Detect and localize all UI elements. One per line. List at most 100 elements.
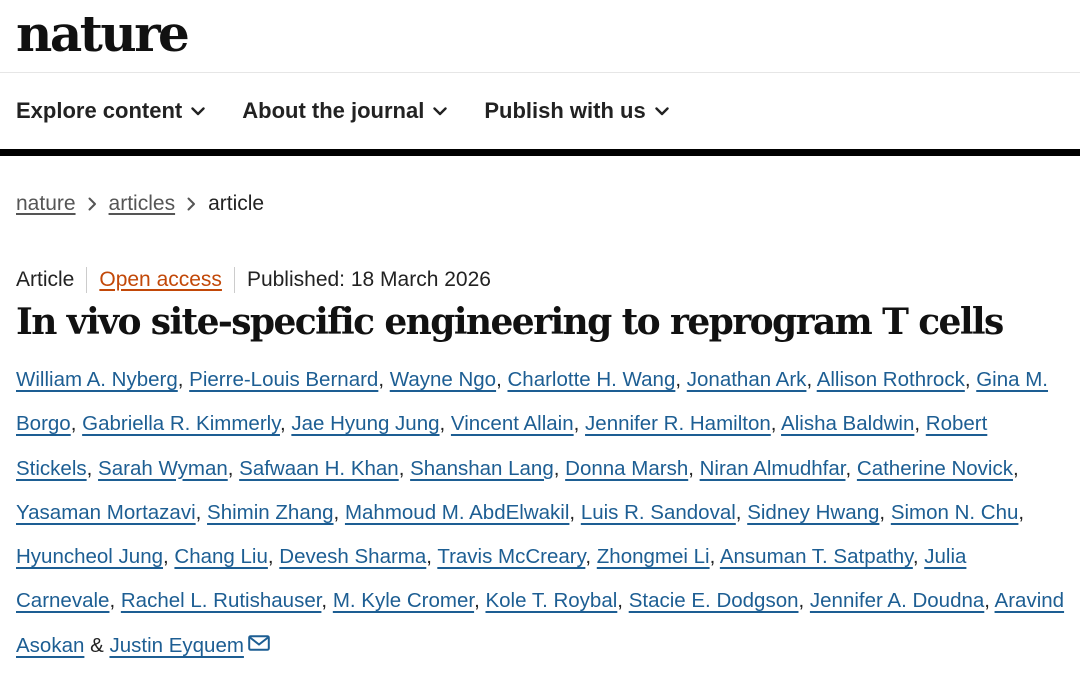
author-link[interactable]: Alisha Baldwin (781, 412, 915, 436)
author-separator: , (109, 589, 121, 613)
author-separator: , (426, 545, 438, 569)
author-separator: , (195, 500, 208, 524)
author-link[interactable]: William A. Nyberg (16, 368, 178, 391)
author-link[interactable]: Jennifer R. Hamilton (585, 412, 771, 436)
author-separator: , (735, 500, 748, 524)
nature-logo[interactable]: nature (16, 4, 190, 63)
author-link[interactable]: Travis McCreary (437, 545, 586, 569)
author-separator: , (279, 412, 292, 436)
article-meta: Article Open access Published: 18 March … (0, 266, 1080, 294)
author-link[interactable]: Charlotte H. Wang (507, 368, 676, 391)
main-nav: Explore content About the journal Publis… (0, 73, 1080, 156)
author-link[interactable]: Sidney Hwang (747, 500, 880, 524)
chevron-down-icon (191, 106, 205, 115)
author-separator: , (1018, 500, 1025, 524)
author-link[interactable]: Zhongmei Li (596, 545, 710, 569)
mail-icon[interactable] (248, 634, 270, 651)
author-link[interactable]: M. Kyle Cromer (332, 589, 475, 613)
author-separator: , (86, 456, 99, 480)
author-separator: , (675, 368, 687, 391)
breadcrumb-current: article (208, 192, 265, 215)
author-link[interactable]: Jennifer A. Doudna (809, 589, 985, 613)
nav-publish-with-us[interactable]: Publish with us (484, 98, 669, 124)
author-separator: , (573, 412, 586, 436)
author-separator: , (879, 500, 891, 524)
author-link[interactable]: Luis R. Sandoval (580, 500, 736, 524)
author-separator: , (798, 589, 810, 613)
author-separator: , (70, 412, 83, 436)
breadcrumb-link-nature[interactable]: nature (16, 192, 76, 215)
author-separator: , (984, 589, 995, 613)
author-link[interactable]: Shanshan Lang (410, 456, 554, 480)
author-separator: , (267, 545, 280, 569)
author-link[interactable]: Ansuman T. Satpathy (719, 545, 913, 569)
author-link[interactable]: Chang Liu (174, 545, 268, 569)
author-link[interactable]: Gabriella R. Kimmerly (82, 412, 280, 436)
author-list: William A. Nyberg, Pierre-Louis Bernard,… (16, 358, 1066, 668)
author-separator: , (474, 589, 486, 613)
author-link[interactable]: Safwaan H. Khan (239, 456, 399, 480)
author-link[interactable]: Wayne Ngo (389, 368, 497, 391)
author-separator: , (321, 589, 333, 613)
author-link[interactable]: Mahmoud M. AbdElwakil (344, 500, 570, 524)
nav-explore-content[interactable]: Explore content (16, 98, 205, 124)
author-link[interactable]: Catherine Novick (856, 456, 1013, 480)
author-link[interactable]: Kole T. Roybal (485, 589, 618, 613)
author-separator: , (553, 456, 566, 480)
chevron-down-icon (433, 106, 448, 115)
author-link[interactable]: Rachel L. Rutishauser (120, 589, 322, 613)
article-title: In vivo site-specific engineering to rep… (16, 301, 1004, 343)
chevron-right-icon (187, 197, 196, 211)
author-link[interactable]: Hyuncheol Jung (16, 545, 164, 569)
nav-about-journal[interactable]: About the journal (242, 98, 448, 124)
author-separator: , (585, 545, 597, 569)
published-date: Published: 18 March 2026 (246, 268, 491, 291)
author-separator: , (177, 368, 190, 391)
author-separator: , (163, 545, 175, 569)
author-link[interactable]: Stacie E. Dodgson (628, 589, 799, 613)
site-header: nature Explore content About the journal… (0, 0, 1080, 156)
author-link[interactable]: Vincent Allain (450, 412, 574, 436)
author-link[interactable]: Allison Rothrock (816, 368, 965, 391)
author-separator: , (688, 456, 700, 480)
author-link[interactable]: Yasaman Mortazavi (16, 500, 196, 524)
author-link[interactable]: Julia Carnevale (16, 545, 967, 613)
author-separator: , (806, 368, 817, 391)
author-link[interactable]: Devesh Sharma (279, 545, 427, 569)
meta-divider (233, 267, 235, 293)
author-link[interactable]: Pierre-Louis Bernard (189, 368, 379, 391)
author-separator: , (845, 456, 857, 480)
author-link[interactable]: Justin Eyquem (109, 633, 244, 657)
author-separator: , (496, 368, 508, 391)
chevron-right-icon (88, 197, 96, 211)
chevron-down-icon (654, 106, 669, 115)
author-separator: & (84, 633, 110, 657)
breadcrumb: nature articles article (0, 190, 1080, 218)
author-link[interactable]: Gina M. Borgo (16, 368, 1049, 436)
author-separator: , (912, 545, 925, 569)
nav-about-journal-label: About the journal (242, 98, 425, 123)
author-separator: , (333, 500, 345, 524)
author-link[interactable]: Jonathan Ark (686, 368, 807, 391)
author-separator: , (227, 456, 240, 480)
author-separator: , (964, 368, 977, 391)
author-link[interactable]: Donna Marsh (565, 456, 689, 480)
author-separator: , (569, 500, 581, 524)
author-separator: , (617, 589, 629, 613)
breadcrumb-link-articles[interactable]: articles (108, 192, 176, 215)
nav-publish-with-us-label: Publish with us (484, 98, 646, 123)
author-link[interactable]: Shimin Zhang (207, 500, 334, 524)
author-link[interactable]: Simon N. Chu (890, 500, 1019, 524)
author-separator: , (709, 545, 720, 569)
author-link[interactable]: Sarah Wyman (98, 456, 228, 480)
author-separator: , (398, 456, 411, 480)
author-separator: , (914, 412, 926, 436)
open-access-link[interactable]: Open access (99, 268, 222, 291)
author-separator: , (770, 412, 782, 436)
author-separator: , (439, 412, 451, 436)
author-link[interactable]: Robert Stickels (16, 412, 988, 480)
author-link[interactable]: Jae Hyung Jung (291, 412, 440, 436)
author-link[interactable]: Aravind Asokan (16, 589, 1065, 657)
author-link[interactable]: Niran Almudhfar (699, 456, 846, 480)
article-main: nature articles article Article Open acc… (0, 190, 1080, 668)
